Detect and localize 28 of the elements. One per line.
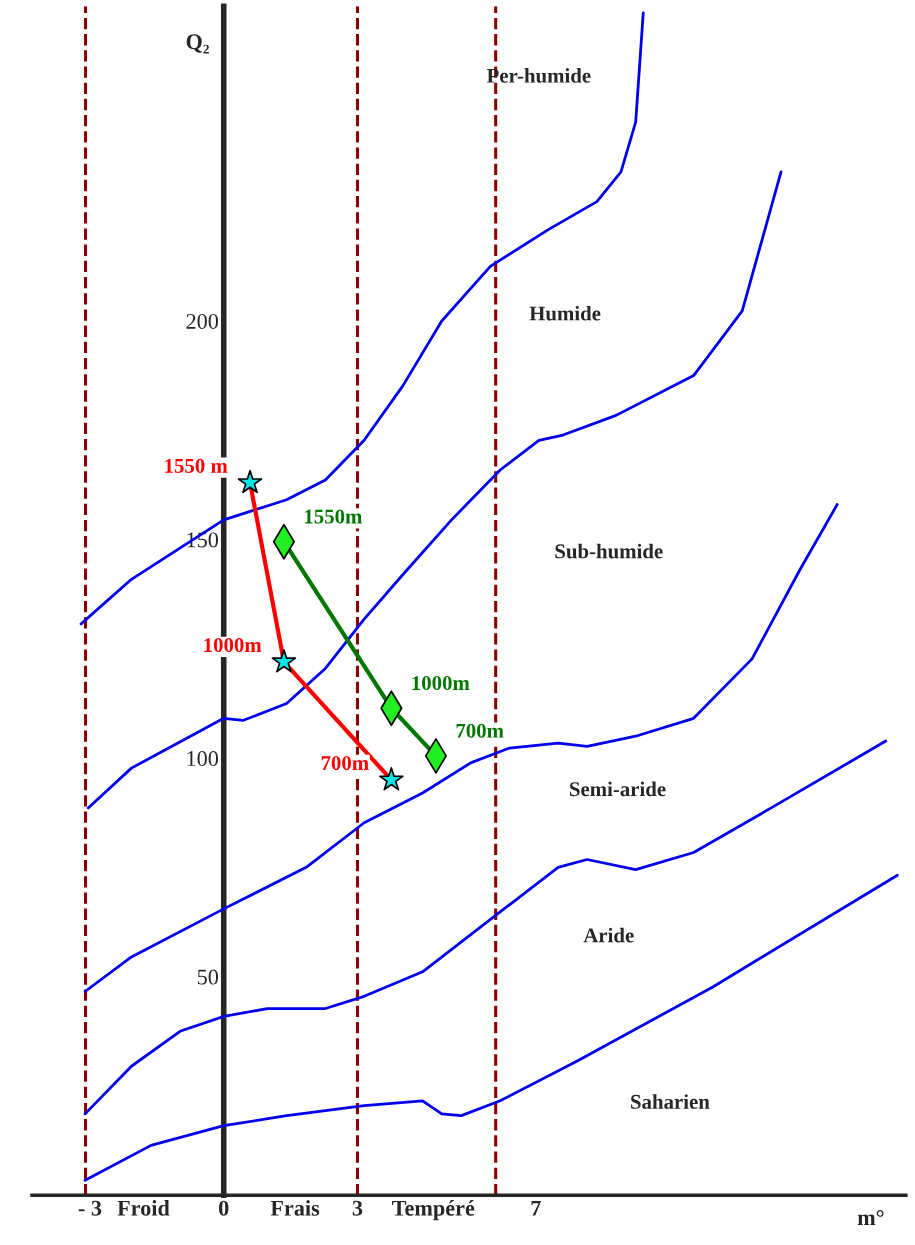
x-tick-label: Tempéré — [392, 1200, 475, 1221]
line-series — [83, 873, 899, 1182]
x-tick-label: 0 — [219, 1200, 229, 1216]
line-series — [86, 170, 783, 810]
annotation: 1000m — [204, 638, 262, 653]
y-tick-label: 200 — [186, 313, 219, 329]
y-tick-label: 100 — [187, 751, 219, 767]
annotation: Saharien — [631, 1094, 710, 1109]
y-axis-title: Q₂ — [186, 34, 209, 54]
annotation: 700m — [456, 723, 504, 738]
annotation: Semi-aride — [570, 781, 666, 797]
annotation: Humide — [529, 305, 601, 321]
annotation: Per-humide — [486, 68, 591, 83]
line-series — [83, 503, 839, 993]
x-tick-label: Froid — [117, 1200, 170, 1216]
annotation: 1550m — [305, 509, 363, 524]
x-tick-label: Frais — [270, 1200, 320, 1216]
x-tick-label: - 3 — [78, 1200, 102, 1216]
annotation: 1000m — [412, 676, 470, 691]
line-series — [83, 739, 888, 1116]
annotation: Sub-humide — [555, 543, 663, 559]
annotation: 700m — [321, 756, 369, 771]
x-tick-label: 3 — [352, 1200, 363, 1216]
y-tick-label: 50 — [197, 969, 219, 985]
x-tick-label: 7 — [531, 1200, 541, 1216]
x-axis-title: m° — [857, 1210, 884, 1225]
annotation: Aride — [583, 927, 634, 943]
annotation: 1550 m — [165, 458, 228, 473]
